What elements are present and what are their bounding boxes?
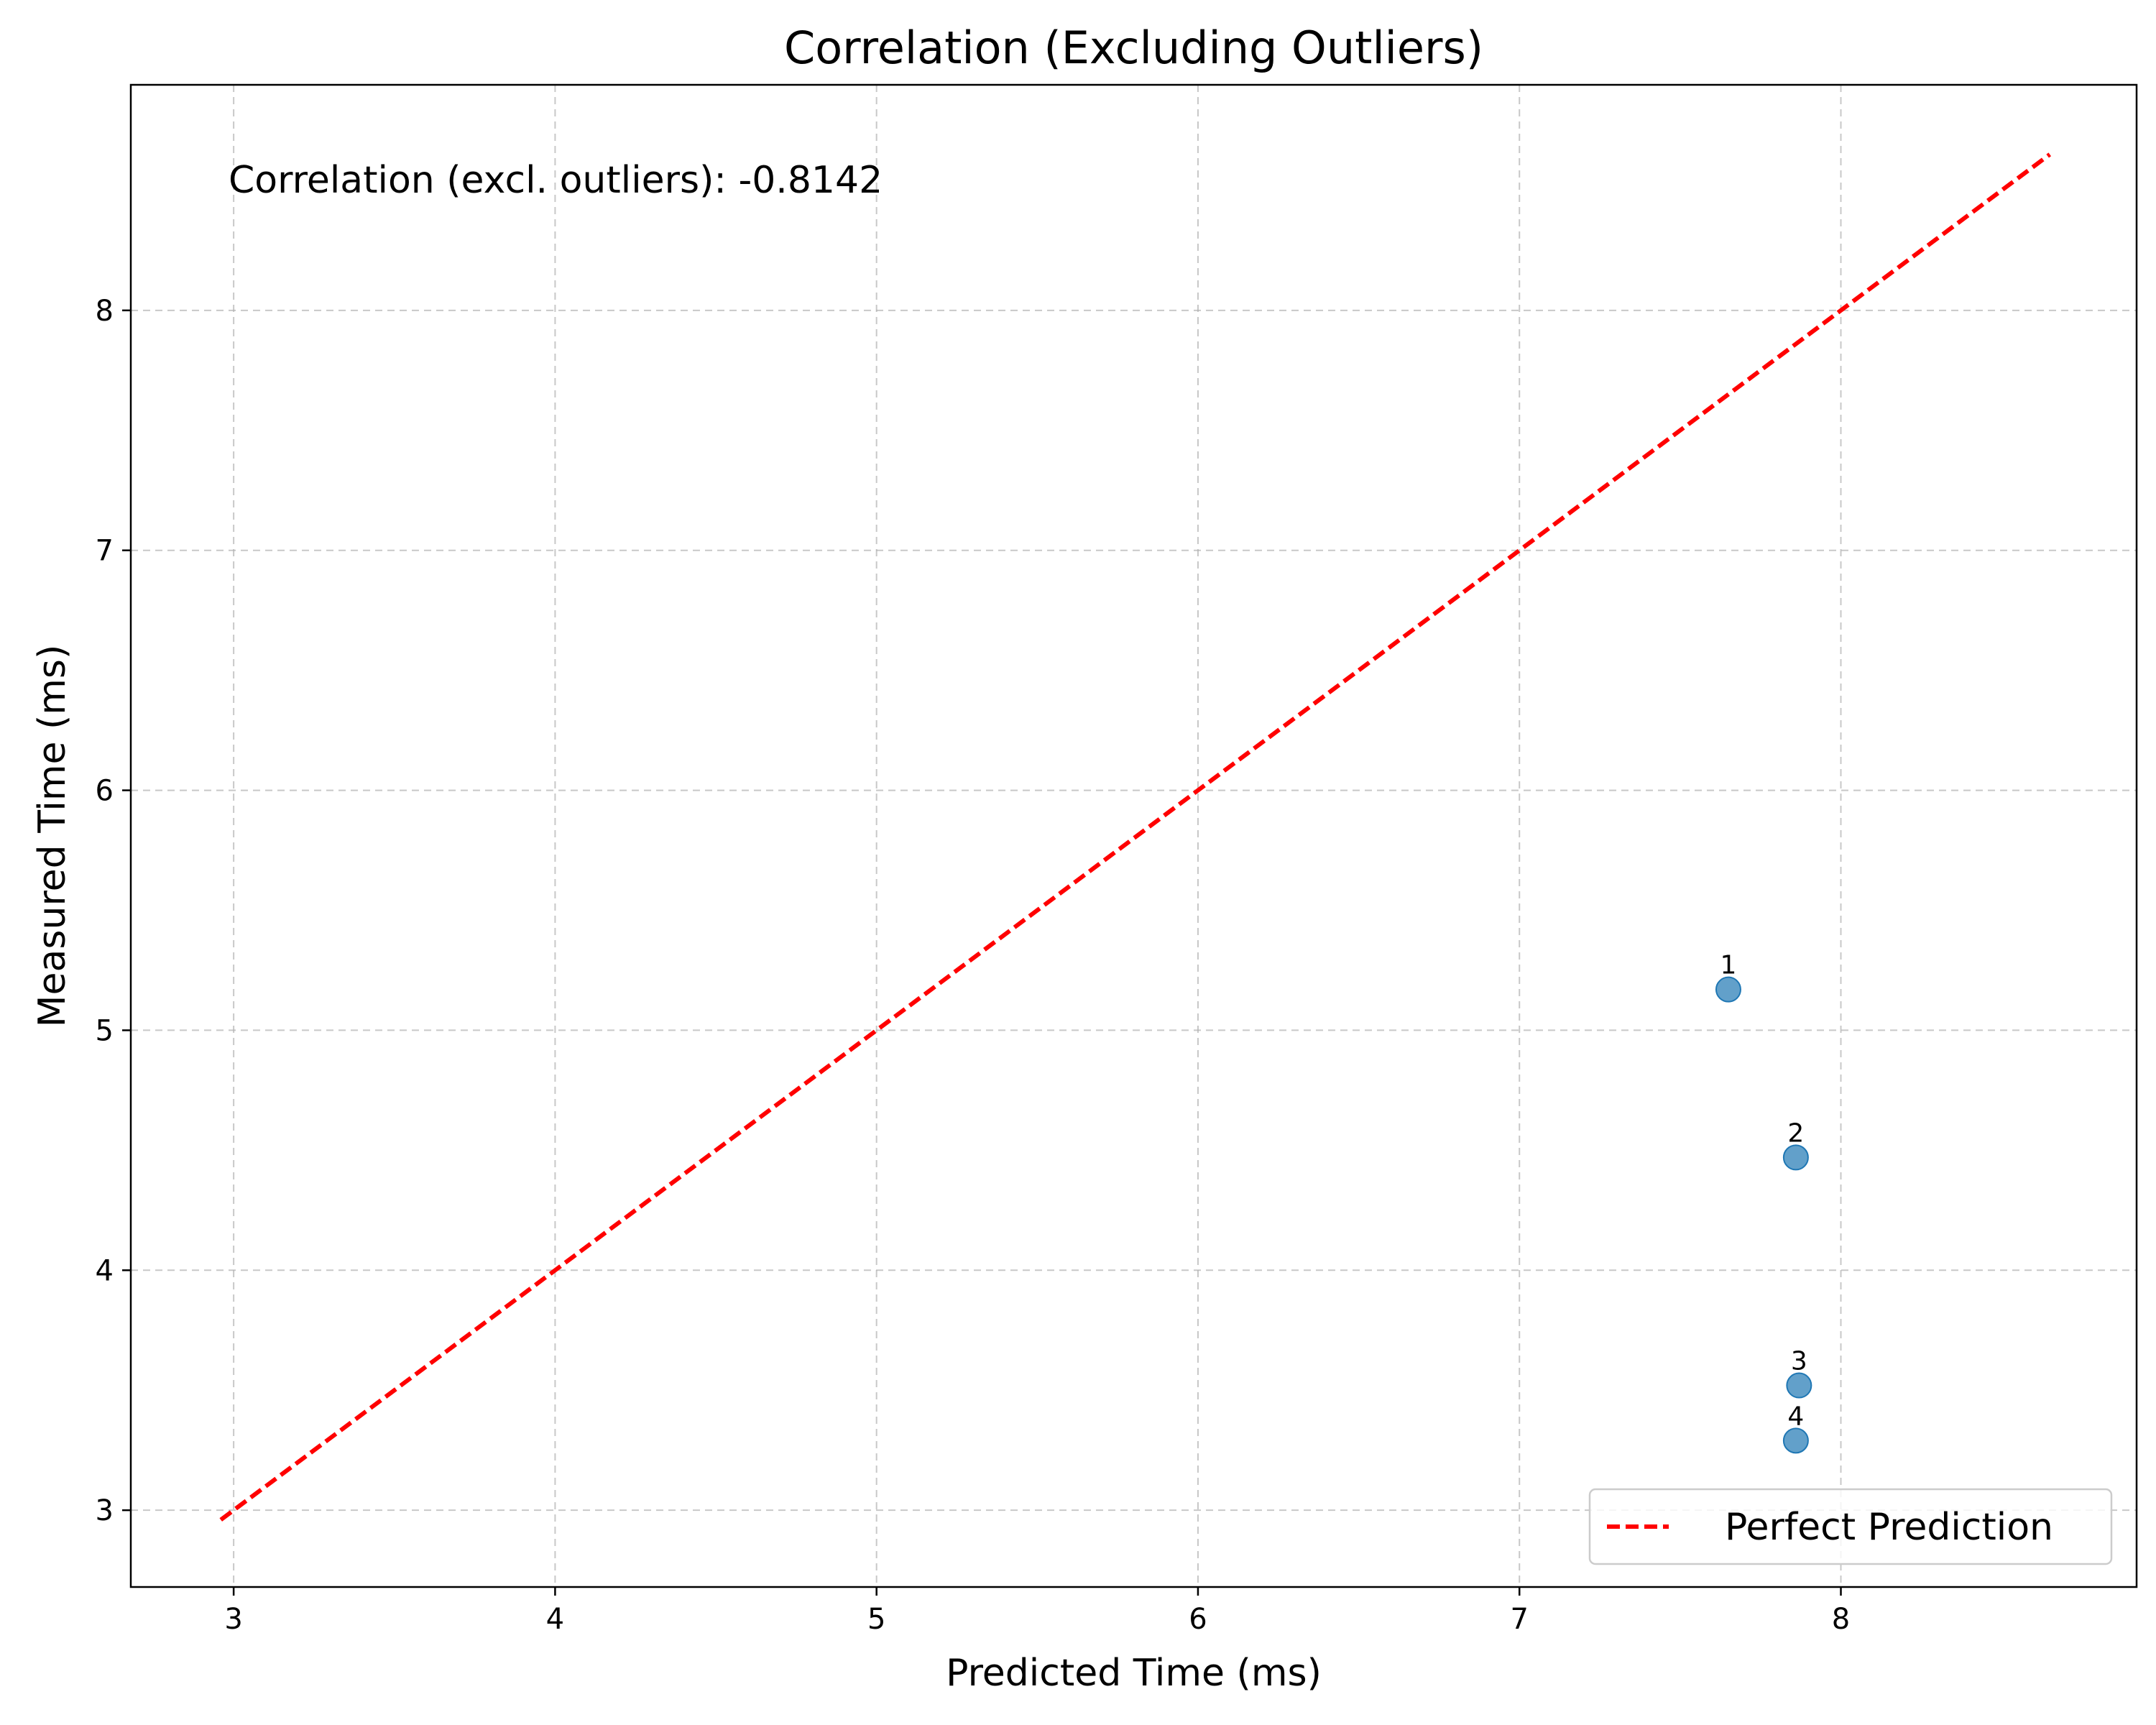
x-tick-label: 6 — [1189, 1603, 1207, 1636]
x-tick-label: 3 — [224, 1603, 242, 1636]
perfect-prediction-line — [219, 152, 2052, 1522]
y-axis-label: Measured Time (ms) — [31, 645, 74, 1028]
y-tick-label: 7 — [96, 535, 114, 568]
x-tick-label: 4 — [546, 1603, 564, 1636]
point-label: 4 — [1787, 1402, 1804, 1431]
y-tick-label: 3 — [96, 1494, 114, 1527]
grid-lines — [131, 85, 2137, 1587]
y-tick-label: 5 — [96, 1014, 114, 1047]
point-label: 1 — [1720, 951, 1737, 980]
scatter-point — [1782, 1144, 1809, 1171]
scatter-point — [1786, 1372, 1812, 1399]
plot-frame — [129, 83, 2138, 1588]
x-tick-label: 5 — [867, 1603, 885, 1636]
x-tick-label: 8 — [1832, 1603, 1850, 1636]
axis-ticks: 3 4 5 6 7 8 3 4 5 6 7 8 — [96, 295, 1851, 1636]
x-tick-label: 7 — [1511, 1603, 1529, 1636]
y-tick-label: 4 — [96, 1254, 114, 1287]
x-axis-label: Predicted Time (ms) — [946, 1652, 1322, 1695]
scatter-point — [1715, 976, 1741, 1003]
y-tick-label: 6 — [96, 775, 114, 808]
legend: Perfect Prediction — [1588, 1488, 2113, 1565]
legend-label: Perfect Prediction — [1725, 1506, 2053, 1549]
scatter-point — [1782, 1427, 1809, 1454]
y-tick-label: 8 — [96, 295, 114, 328]
point-label: 2 — [1787, 1118, 1804, 1148]
point-label: 3 — [1791, 1347, 1807, 1376]
series-lines — [219, 152, 2052, 1522]
data-points: 1 2 3 4 — [1715, 951, 1812, 1454]
correlation-annotation: Correlation (excl. outliers): -0.8142 — [229, 159, 883, 202]
legend-box — [1588, 1488, 2113, 1565]
chart-title: Correlation (Excluding Outliers) — [784, 22, 1483, 74]
